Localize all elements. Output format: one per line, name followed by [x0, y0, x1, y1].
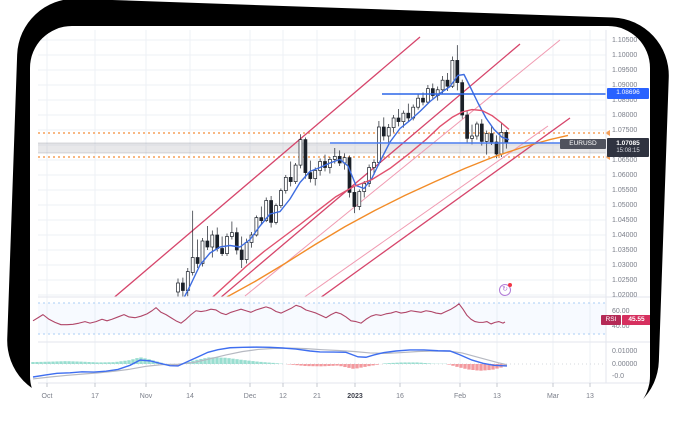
time-axis-label: 13 — [493, 393, 501, 400]
price-axis-label: 1.02000 — [612, 292, 637, 299]
price-axis-label: 1.10000 — [612, 52, 637, 59]
macd-axis-label: -0.0 — [612, 373, 624, 380]
price-axis-label: 1.09500 — [612, 67, 637, 74]
time-axis-label: 16 — [396, 393, 404, 400]
symbol-tag[interactable]: EURUSD — [560, 139, 606, 149]
last-price-tag[interactable]: 1.07085 15:08:15 — [607, 138, 649, 157]
last-price-value: 1.07085 — [616, 139, 640, 147]
macd-pane[interactable] — [31, 346, 606, 380]
ma-long-orange[interactable] — [225, 134, 569, 298]
time-axis-label: 2023 — [347, 393, 363, 400]
notification-dot-icon — [508, 283, 512, 287]
time-axis-label: 17 — [91, 393, 99, 400]
rsi-label: RSI — [605, 315, 617, 323]
rsi-value-tag[interactable]: 45.55 — [622, 315, 650, 325]
chart-canvas[interactable]: 1.10500 1.10000 1.09500 1.09000 1.08500 1.080… — [30, 26, 650, 418]
price-axis-label: 1.05000 — [612, 202, 637, 209]
price-axis-label: 1.10500 — [612, 37, 637, 44]
price-axis[interactable]: 1.10500 1.10000 1.09500 1.09000 1.08500 1.080… — [612, 37, 637, 380]
macd-line — [32, 346, 508, 378]
price-axis-label: 1.08500 — [612, 97, 637, 104]
time-axis-label: Dec — [244, 393, 257, 400]
time-axis-label: 12 — [279, 393, 287, 400]
bar-replay-icon[interactable]: ↻ — [499, 283, 512, 296]
chart-card: 1.10500 1.10000 1.09500 1.09000 1.08500 1.080… — [30, 26, 650, 418]
ma-slow-red[interactable] — [192, 108, 510, 318]
price-axis-label: 1.03000 — [612, 262, 637, 269]
replay-ring-icon: ↻ — [499, 284, 511, 296]
price-axis-label: 1.05500 — [612, 187, 637, 194]
grid-lines — [38, 30, 606, 383]
macd-axis-label: 0.01000 — [612, 348, 637, 355]
rsi-indicator-tag[interactable]: RSI — [601, 315, 621, 325]
rsi-pane[interactable] — [32, 302, 606, 335]
trendline[interactable] — [195, 117, 571, 388]
bar-countdown: 15:08:15 — [616, 148, 640, 155]
time-axis-label: Nov — [140, 393, 153, 400]
price-axis-label: 1.03500 — [612, 247, 637, 254]
price-axis-label: 1.04000 — [612, 232, 637, 239]
trendline[interactable] — [244, 39, 561, 297]
time-axis-label: 13 — [586, 393, 594, 400]
time-axis-label: 21 — [313, 393, 321, 400]
time-axis-label: Feb — [454, 393, 466, 400]
price-level-value: 1.08696 — [616, 89, 640, 97]
price-axis-label: 1.08000 — [612, 112, 637, 119]
alert-arrow-icon — [605, 130, 610, 136]
macd-axis-label: 0.00000 — [612, 361, 637, 368]
time-axis-label: 14 — [186, 393, 194, 400]
price-axis-label: 1.02500 — [612, 277, 637, 284]
symbol-name: EURUSD — [569, 139, 597, 147]
price-axis-label: 1.09000 — [612, 82, 637, 89]
price-level-tag[interactable]: 1.08696 — [607, 88, 649, 99]
price-axis-label: 1.07500 — [612, 127, 637, 134]
rsi-value: 45.55 — [628, 315, 645, 323]
price-axis-label: 1.04500 — [612, 217, 637, 224]
trendline[interactable] — [70, 36, 421, 335]
rsi-line — [32, 303, 506, 326]
rsi-axis-label: 40.00 — [612, 323, 630, 330]
time-axis-label: Mar — [547, 393, 560, 400]
time-axis-label: Oct — [42, 393, 53, 400]
time-axis[interactable]: Oct 17 Nov 14 Dec 12 21 2023 16 Feb 13 Mar 13 — [42, 383, 594, 400]
trendline[interactable] — [175, 125, 549, 388]
rsi-axis-label: 60.00 — [612, 308, 630, 315]
trendline[interactable] — [200, 43, 521, 315]
price-axis-label: 1.06500 — [612, 157, 637, 164]
price-axis-label: 1.06000 — [612, 172, 637, 179]
price-pane[interactable] — [38, 36, 606, 388]
